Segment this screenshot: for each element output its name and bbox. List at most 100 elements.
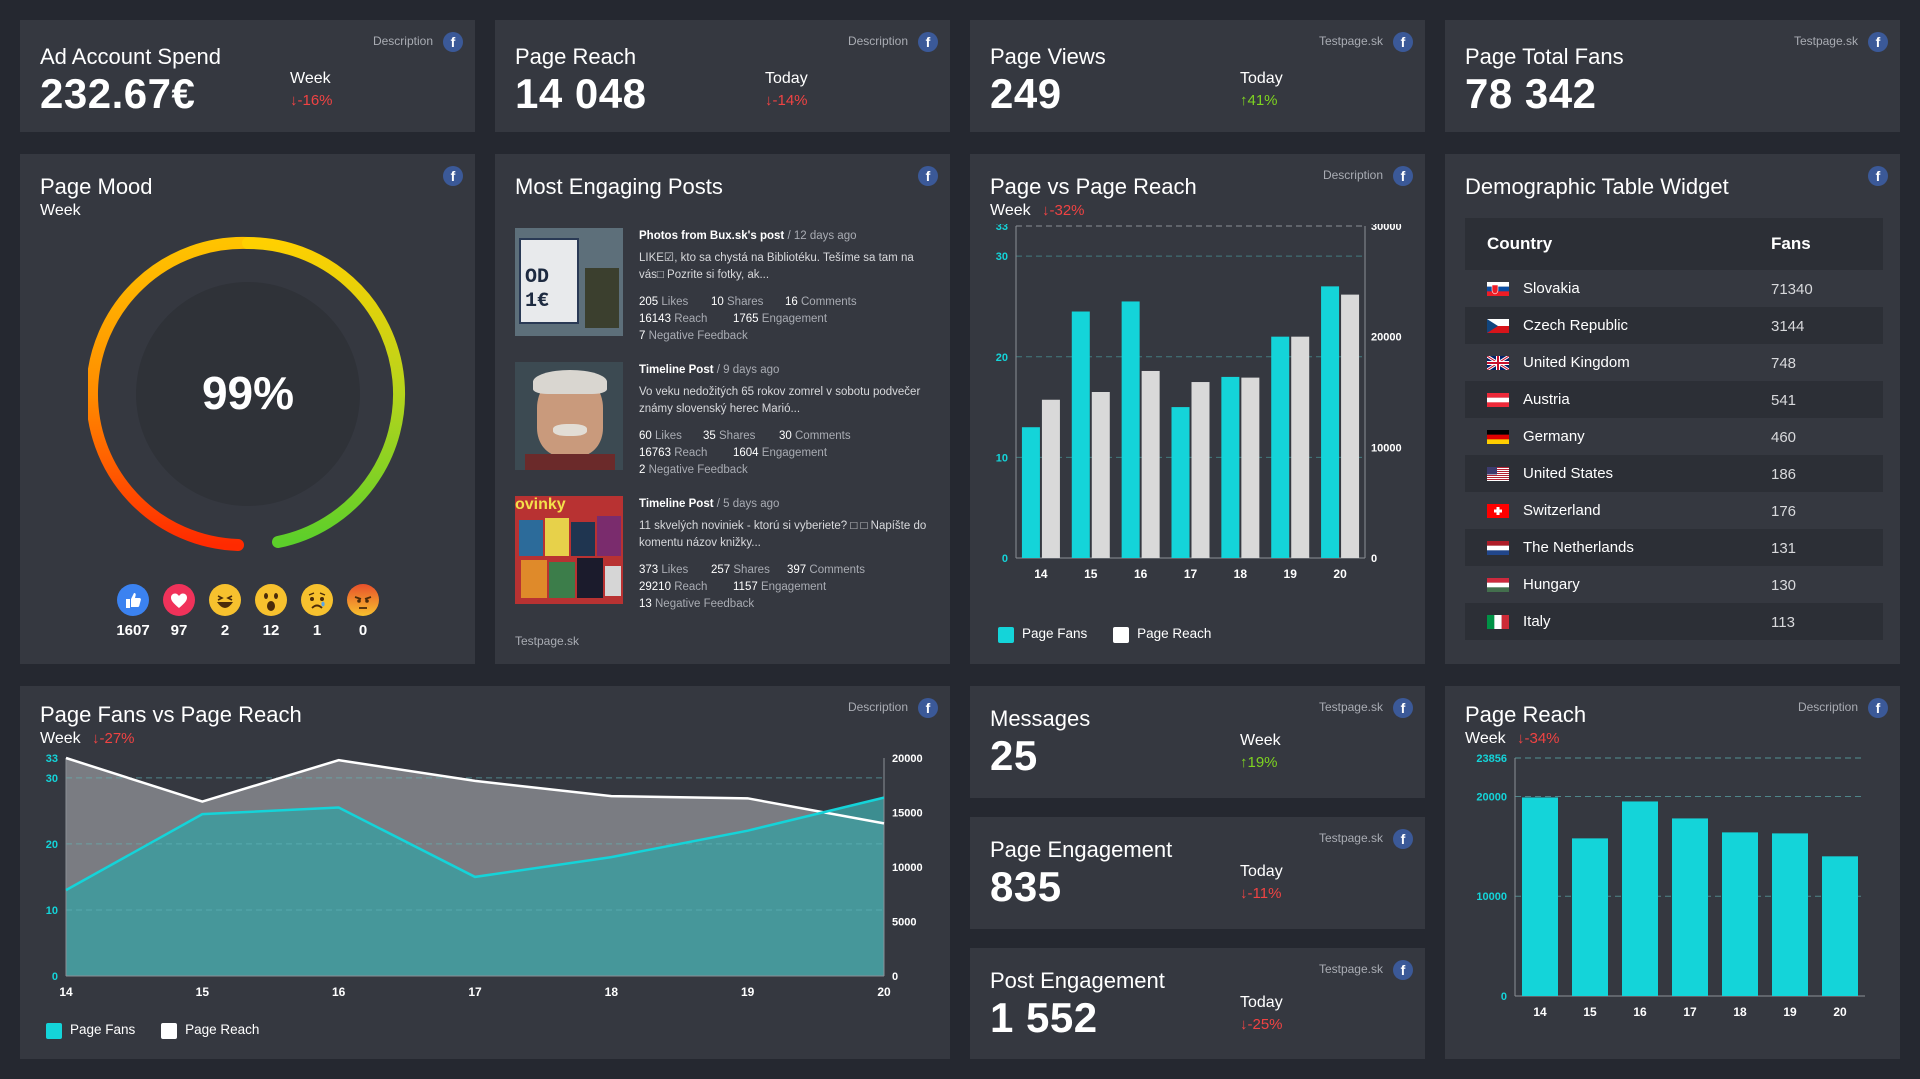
source-footer[interactable]: Testpage.sk: [515, 634, 580, 648]
table-row[interactable]: Austria 541: [1465, 381, 1883, 418]
facebook-icon[interactable]: f: [1393, 698, 1413, 718]
x-tick-label: 18: [605, 985, 619, 999]
kpi-change: ↑41%: [1240, 92, 1278, 109]
source-label[interactable]: Testpage.sk: [1793, 34, 1858, 48]
country-name: United States: [1523, 465, 1614, 482]
engagement-label: Engagement: [761, 313, 828, 325]
x-tick-label: 16: [1134, 567, 1148, 581]
x-tick-label: 20: [877, 985, 891, 999]
source-label[interactable]: Testpage.sk: [1318, 962, 1383, 976]
comments-label: Comments: [795, 430, 851, 442]
negative-label: Negative Feedback: [648, 464, 748, 476]
legend-item-reach[interactable]: Page Reach: [1113, 626, 1211, 643]
page-mood-card: Page Mood Week f 99% 1607: [20, 154, 475, 664]
source-label[interactable]: Description: [847, 34, 908, 48]
comments-label: Comments: [809, 564, 865, 576]
post-title[interactable]: Timeline Post / 9 days ago: [639, 364, 779, 376]
country-name: Hungary: [1523, 576, 1580, 593]
x-tick-label: 18: [1234, 567, 1248, 581]
facebook-icon[interactable]: f: [1868, 32, 1888, 52]
y-tick-label: 20: [46, 839, 58, 851]
facebook-icon[interactable]: f: [1393, 166, 1413, 186]
reaction-count: 1607: [116, 622, 150, 639]
country-name: Czech Republic: [1523, 317, 1629, 334]
table-row[interactable]: Slovakia 71340: [1465, 270, 1883, 307]
facebook-icon[interactable]: f: [1868, 698, 1888, 718]
bar-page-reach: [1341, 294, 1360, 558]
reach-bars-chart: 0 10000 20000 23856 14 15 16 17 18 19 20: [1476, 753, 1865, 1019]
x-tick-label: 19: [741, 985, 755, 999]
source-label[interactable]: Testpage.sk: [1318, 700, 1383, 714]
country-name: United Kingdom: [1523, 354, 1630, 371]
shares-count: 35: [703, 430, 716, 442]
col-fans-header[interactable]: Fans: [1771, 234, 1811, 253]
facebook-icon[interactable]: f: [443, 32, 463, 52]
post-item[interactable]: ovinky Timeline Post / 5 days ago 11 skv…: [515, 496, 950, 616]
table-row[interactable]: United States 186: [1465, 455, 1883, 492]
facebook-icon[interactable]: f: [918, 32, 938, 52]
legend-item-fans[interactable]: Page Fans: [46, 1022, 135, 1039]
card-title: Page Engagement: [990, 837, 1173, 862]
fans-count: 71340: [1771, 281, 1813, 298]
fans-count: 186: [1771, 466, 1797, 483]
table-row[interactable]: Hungary 130: [1465, 566, 1883, 603]
country-name: Switzerland: [1523, 502, 1601, 519]
facebook-icon[interactable]: f: [918, 166, 938, 186]
legend-item-reach[interactable]: Page Reach: [161, 1022, 260, 1039]
facebook-icon[interactable]: f: [918, 698, 938, 718]
facebook-icon[interactable]: f: [1393, 32, 1413, 52]
engagement-label: Engagement: [761, 447, 828, 459]
table-row[interactable]: Switzerland 176: [1465, 492, 1883, 529]
post-thumbnail[interactable]: [515, 362, 623, 470]
col-country-header[interactable]: Country: [1487, 234, 1553, 253]
reach-count: 16143: [639, 313, 671, 325]
negative-count: 13: [639, 598, 652, 610]
table-row[interactable]: Germany 460: [1465, 418, 1883, 455]
kpi-period: Today: [1240, 863, 1283, 880]
kpi-change-value: -11%: [1247, 885, 1282, 902]
legend-item-fans[interactable]: Page Fans: [998, 626, 1088, 643]
table-row[interactable]: Czech Republic 3144: [1465, 307, 1883, 344]
bar-page-fans: [1021, 427, 1040, 558]
post-title[interactable]: Timeline Post / 5 days ago: [639, 498, 779, 510]
kpi-total-fans-card: Page Total Fans 78 342 Testpage.sk f: [1445, 20, 1900, 132]
comments-label: Comments: [801, 296, 857, 308]
facebook-icon[interactable]: f: [443, 166, 463, 186]
source-label[interactable]: Description: [1322, 168, 1383, 182]
x-tick-label: 14: [1034, 567, 1048, 581]
card-title: Messages: [990, 706, 1091, 731]
source-label[interactable]: Testpage.sk: [1318, 34, 1383, 48]
post-thumbnail[interactable]: ovinky: [515, 496, 623, 604]
country-name: Germany: [1523, 428, 1585, 445]
facebook-icon[interactable]: f: [1868, 166, 1888, 186]
post-author[interactable]: Timeline Post: [639, 364, 714, 376]
table-row[interactable]: United Kingdom 748: [1465, 344, 1883, 381]
angry-icon: [347, 584, 379, 616]
post-author[interactable]: Photos from Bux.sk's post: [639, 230, 785, 242]
post-item[interactable]: Timeline Post / 9 days ago Vo veku nedož…: [515, 362, 950, 482]
post-item[interactable]: OD 1€ Photos from Bux.sk's post / 12 day…: [515, 228, 950, 348]
kpi-value: 25: [990, 732, 1038, 779]
legend-label: Page Reach: [185, 1022, 260, 1038]
legend-label: Page Fans: [1022, 626, 1088, 642]
flag-cz-icon: [1487, 319, 1509, 333]
x-tick-label: 18: [1733, 1005, 1747, 1019]
fans-count: 130: [1771, 577, 1797, 594]
card-title: Post Engagement: [990, 968, 1165, 993]
kpi-period: Week: [290, 70, 331, 87]
kpi-page-reach-card: Page Reach 14 048 Today ↓-14% Descriptio…: [495, 20, 950, 132]
post-title[interactable]: Photos from Bux.sk's post / 12 days ago: [639, 230, 857, 242]
y-tick-label: 20000: [892, 753, 923, 765]
post-author[interactable]: Timeline Post: [639, 498, 714, 510]
table-row[interactable]: Italy 113: [1465, 603, 1883, 640]
source-label[interactable]: Testpage.sk: [1318, 831, 1383, 845]
source-label[interactable]: Description: [372, 34, 433, 48]
kpi-change: ↓-16%: [290, 92, 333, 109]
source-label[interactable]: Description: [1797, 700, 1858, 714]
post-thumbnail[interactable]: OD 1€: [515, 228, 623, 336]
table-row[interactable]: The Netherlands 131: [1465, 529, 1883, 566]
facebook-icon[interactable]: f: [1393, 960, 1413, 980]
engagement-count: 1604: [733, 447, 759, 459]
facebook-icon[interactable]: f: [1393, 829, 1413, 849]
source-label[interactable]: Description: [847, 700, 908, 714]
